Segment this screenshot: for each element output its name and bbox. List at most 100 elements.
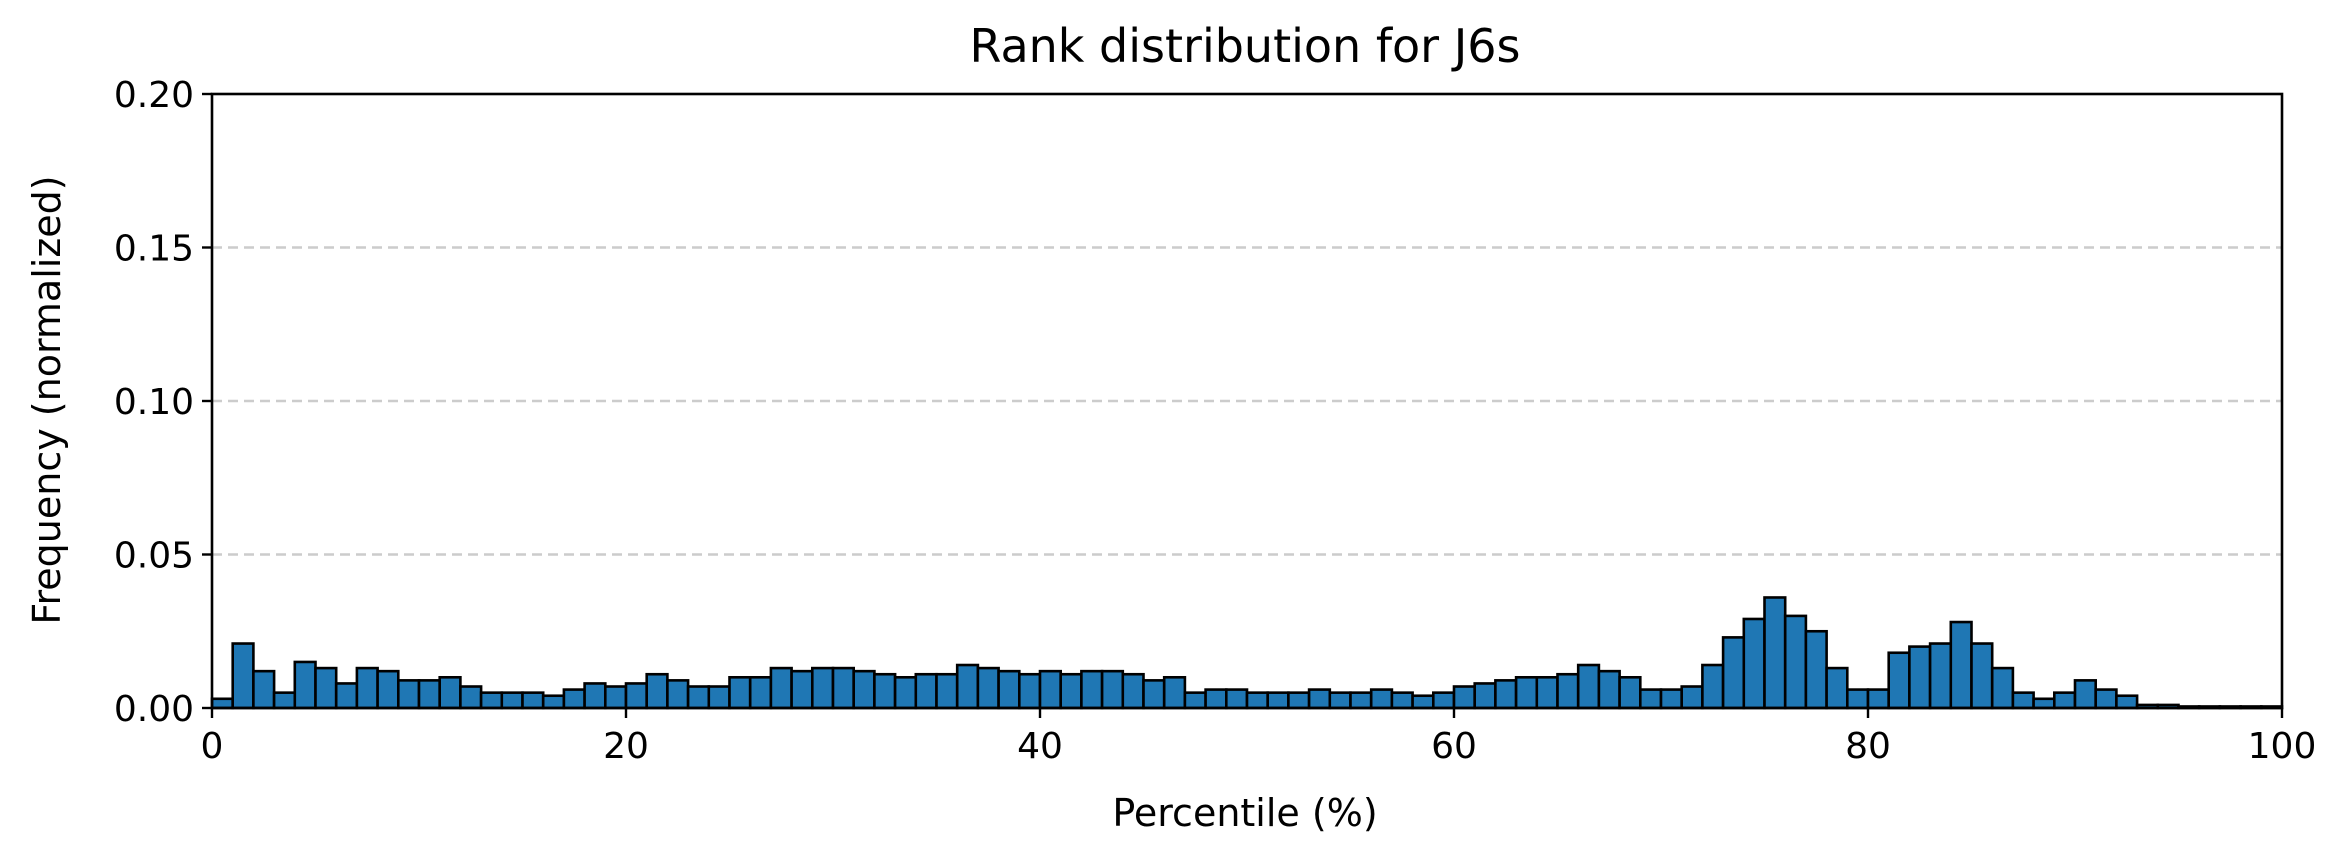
histogram-bar	[1266, 691, 1290, 710]
histogram-bar	[1121, 672, 1145, 710]
histogram-bar	[376, 669, 400, 710]
histogram-bar	[1349, 691, 1373, 710]
histogram-bar	[686, 685, 711, 710]
y-axis-ticks: 0.00 0.05 0.10 0.15 0.20	[114, 75, 212, 730]
histogram-bar	[707, 685, 731, 710]
y-tick-label: 0.00	[114, 689, 194, 730]
y-tick-label: 0.20	[114, 75, 194, 116]
histogram-bar	[1825, 666, 1849, 710]
histogram-bar	[500, 691, 524, 710]
histogram-bar	[1225, 688, 1249, 710]
histogram-bar	[1411, 694, 1435, 710]
histogram-bar	[955, 663, 980, 710]
histogram-bar	[438, 675, 462, 710]
histogram-bar	[603, 685, 628, 710]
histogram-bar	[1017, 672, 1042, 710]
histogram-bar	[810, 666, 835, 710]
y-gridlines	[212, 246, 2282, 556]
x-tick-label: 80	[1845, 726, 1891, 767]
histogram-bar	[1721, 636, 1746, 710]
histogram-bar	[272, 691, 297, 710]
chart-title: Rank distribution for J6s	[970, 19, 1521, 73]
histogram-bar	[1576, 663, 1601, 710]
y-tick-label: 0.15	[114, 229, 194, 270]
histogram-bar	[231, 642, 255, 710]
histogram-bar	[1680, 685, 1704, 710]
y-tick-label: 0.05	[114, 536, 194, 577]
bar-series	[210, 596, 2284, 710]
histogram-bar	[1328, 691, 1352, 710]
histogram-bar	[2011, 691, 2035, 710]
x-tick-label: 100	[2248, 726, 2317, 767]
histogram-bar	[210, 697, 235, 710]
histogram-bar	[1701, 663, 1725, 710]
x-tick-label: 20	[603, 726, 649, 767]
histogram-bar	[1949, 620, 1973, 710]
histogram-bar	[562, 688, 586, 710]
histogram-bar	[1514, 675, 1539, 710]
histogram-bar	[417, 679, 442, 710]
histogram-bar	[1287, 691, 1311, 710]
histogram-bar	[1970, 642, 1994, 710]
histogram-bar	[252, 669, 276, 710]
x-axis-label: Percentile (%)	[1112, 791, 1377, 835]
histogram-bar	[935, 672, 959, 710]
histogram-bar	[914, 672, 938, 710]
histogram-bar	[1928, 642, 1953, 710]
x-tick-label: 40	[1017, 726, 1063, 767]
histogram-bar	[1432, 691, 1456, 710]
histogram-bar	[2094, 688, 2118, 710]
histogram-bar	[1763, 596, 1787, 710]
histogram-bar	[1369, 688, 1394, 710]
histogram-bar	[1245, 691, 1270, 710]
x-tick-label: 0	[201, 726, 224, 767]
histogram-bar	[396, 679, 421, 710]
histogram-bar	[1887, 651, 1911, 710]
histogram-bar	[790, 669, 814, 710]
histogram-bar	[1100, 669, 1125, 710]
histogram-bar	[1618, 675, 1642, 710]
histogram-bar	[873, 672, 897, 710]
histogram-bar	[1142, 679, 1166, 710]
histogram-bar	[1535, 675, 1559, 710]
histogram-bar	[645, 672, 669, 710]
histogram-bar	[1080, 669, 1104, 710]
histogram-bar	[1473, 682, 1497, 710]
x-axis-ticks: 0 20 40 60 80 100	[201, 708, 2317, 767]
histogram-bar	[1908, 645, 1932, 710]
histogram-bar	[1452, 685, 1477, 710]
histogram-bar	[2073, 679, 2098, 710]
histogram-bar	[334, 682, 359, 710]
histogram-bar	[479, 691, 504, 710]
x-tick-label: 60	[1431, 726, 1477, 767]
histogram-bar	[1846, 688, 1870, 710]
histogram-bar	[314, 666, 338, 710]
histogram-bar	[1597, 669, 1621, 710]
histogram-bar	[459, 685, 483, 710]
histogram-bar	[521, 691, 545, 710]
histogram-bar	[1038, 669, 1063, 710]
histogram-bar	[1804, 629, 1828, 710]
histogram-bar	[1866, 688, 1891, 710]
histogram-bar	[2115, 694, 2139, 710]
histogram-bar	[583, 682, 607, 710]
histogram-bar	[852, 669, 876, 710]
y-axis-label: Frequency (normalized)	[25, 175, 69, 624]
histogram-bar	[541, 694, 566, 710]
histogram-bar	[624, 682, 649, 710]
histogram-bar	[1390, 691, 1414, 710]
histogram-bar	[1204, 688, 1228, 710]
histogram-bar	[893, 675, 918, 710]
histogram-bar	[1639, 688, 1663, 710]
histogram-bar	[1742, 617, 1766, 710]
histogram-bar	[1183, 691, 1207, 710]
histogram-bar	[1659, 688, 1684, 710]
y-tick-label: 0.10	[114, 382, 194, 423]
histogram-bar	[831, 666, 856, 710]
histogram-bar	[2053, 691, 2077, 710]
histogram-bar	[1162, 675, 1187, 710]
histogram-bar	[769, 666, 793, 710]
histogram-bar	[1059, 672, 1083, 710]
histogram-bar	[1307, 688, 1332, 710]
